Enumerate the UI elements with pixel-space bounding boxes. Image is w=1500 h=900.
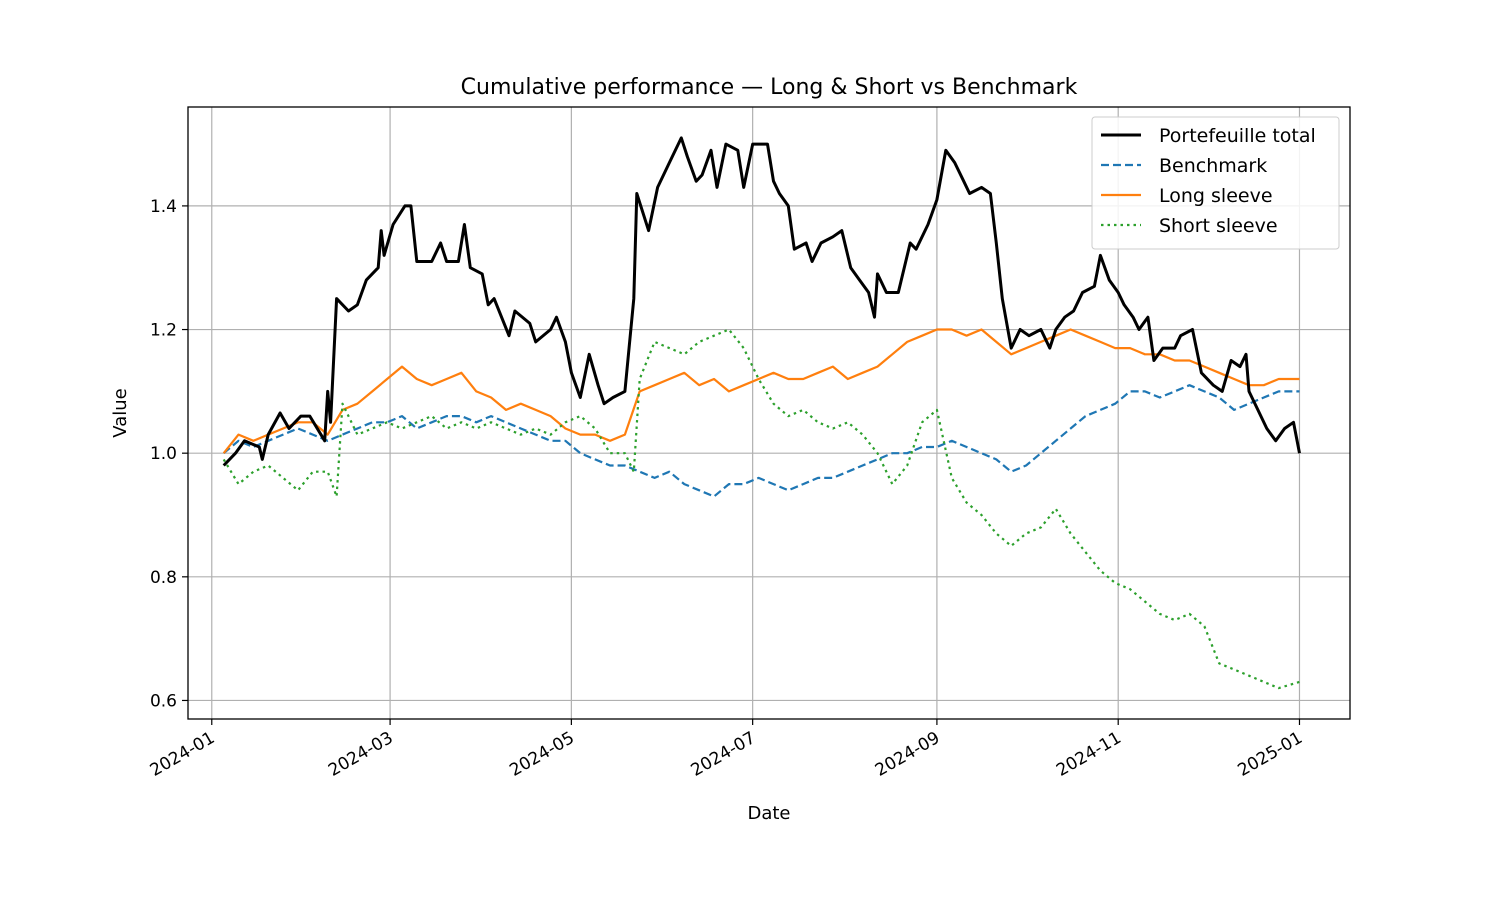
- series-line-portefeuille-total: [222, 136, 1301, 467]
- plot-frame: [187, 106, 1351, 720]
- y-tick-label: 1.0: [150, 444, 177, 464]
- x-tick-label: 2024-05: [506, 728, 578, 781]
- x-tick-label: 2024-01: [147, 728, 219, 781]
- series-line-short-sleeve: [222, 328, 1300, 690]
- legend-label: Short sleeve: [1159, 215, 1278, 237]
- y-axis-title: Value: [110, 388, 131, 437]
- y-tick-label: 0.6: [150, 691, 177, 711]
- legend: Portefeuille total Benchmark Long sleeve Sh…: [1091, 116, 1340, 250]
- legend-label: Portefeuille total: [1159, 125, 1316, 147]
- chart-title: Cumulative performance — Long & Short vs…: [461, 75, 1078, 100]
- series-lines: [222, 136, 1301, 690]
- x-tick-label: 2024-11: [1053, 728, 1125, 781]
- x-tick-label: 2024-09: [872, 728, 944, 781]
- axis-ticks: 2024-01 2024-03 2024-05 2024-07 2024-09 2024-…: [147, 197, 1306, 781]
- x-tick-label: 2025-01: [1234, 728, 1306, 781]
- x-tick-label: 2024-07: [688, 728, 760, 781]
- y-tick-label: 1.4: [150, 197, 177, 217]
- x-tick-label: 2024-03: [325, 728, 397, 781]
- series-line-long-sleeve: [222, 328, 1300, 454]
- legend-box: [1091, 116, 1340, 250]
- x-axis-title: Date: [747, 803, 790, 824]
- y-tick-label: 1.2: [150, 321, 177, 341]
- y-tick-label: 0.8: [150, 568, 177, 588]
- legend-label: Long sleeve: [1159, 185, 1273, 207]
- legend-label: Benchmark: [1159, 155, 1267, 177]
- series-line-benchmark: [222, 384, 1300, 498]
